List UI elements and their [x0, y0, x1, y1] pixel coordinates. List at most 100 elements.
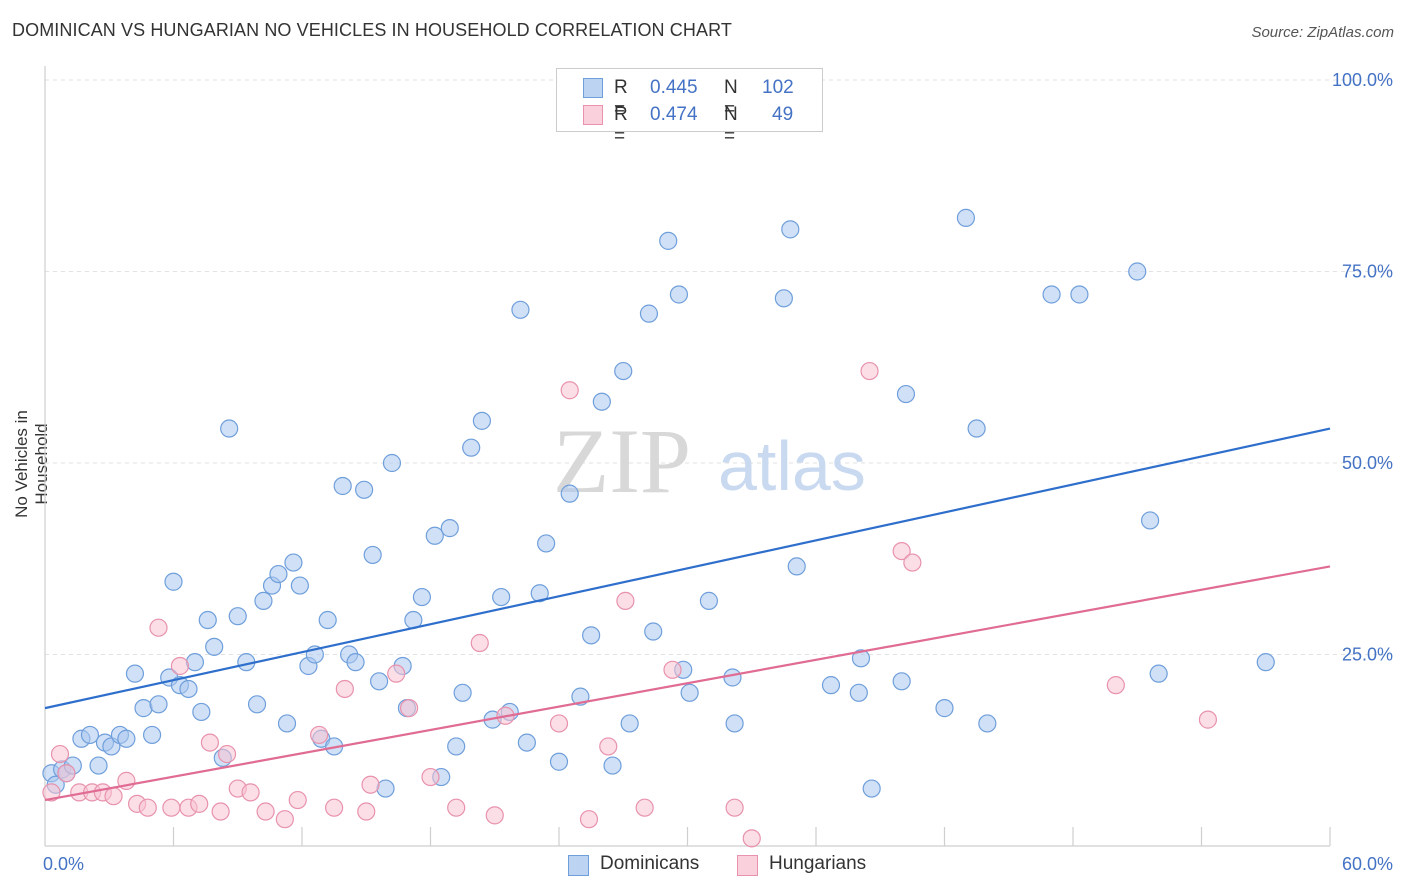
dominican-point [472, 411, 491, 430]
dominican-point [644, 622, 663, 641]
dominican-point [699, 591, 719, 610]
dominican-point [269, 564, 288, 584]
dominican-point [425, 526, 444, 545]
hungarian-point [200, 733, 220, 752]
hungarian-point [217, 744, 237, 764]
dominican-point [560, 484, 579, 503]
dominican-point [376, 779, 395, 798]
dominican-point [370, 672, 389, 691]
hungarian-point [138, 798, 157, 817]
hungarian-point [387, 664, 406, 683]
dominican-point [1149, 664, 1168, 683]
hungarian-point [335, 679, 354, 699]
hungarian-point [42, 783, 61, 802]
dominican-point [725, 714, 744, 733]
n-label: N = [724, 104, 738, 147]
watermark-atlas: atlas [718, 427, 866, 505]
hungarian-point [470, 633, 489, 653]
pink-swatch [583, 105, 603, 125]
dominican-point [440, 519, 459, 538]
dominican-point [592, 392, 611, 411]
dominican-point [978, 714, 997, 733]
dominican-point [412, 587, 432, 607]
dominican-point [787, 557, 806, 576]
dominican-point [1256, 653, 1275, 672]
hungarian-point [725, 798, 744, 817]
dominican-point [447, 737, 466, 756]
legend-label: Dominicans [600, 853, 700, 874]
series-legend: Dominicans Hungarians [0, 850, 1406, 880]
hungarian-point [447, 798, 466, 817]
dominican-point [956, 208, 976, 227]
dominican-point [492, 587, 511, 607]
hungarian-point [357, 802, 376, 821]
hungarian-point [190, 794, 209, 813]
hungarian-point [485, 806, 504, 825]
dominican-point [363, 545, 382, 565]
dominican-point [511, 300, 530, 319]
dominican-point [228, 607, 247, 626]
hungarian-point [50, 744, 70, 764]
dominican-point [80, 725, 100, 745]
dominican-point [821, 676, 841, 695]
gridlines [45, 79, 1392, 655]
hungarian-point [742, 829, 761, 848]
watermark: ZIP atlas [553, 410, 866, 512]
dominican-point [355, 480, 374, 499]
dominican-point [680, 683, 699, 702]
dominican-point [220, 419, 239, 438]
dominican-point [142, 725, 162, 745]
hungarian-point [256, 802, 275, 821]
r-label: R = [614, 77, 628, 120]
r-value: 0.474 [650, 104, 698, 125]
pink-swatch [737, 855, 758, 876]
dominican-point [1128, 262, 1147, 281]
dominican-point [125, 664, 145, 683]
hungarian-point [1198, 710, 1218, 729]
hungarian-point [579, 810, 599, 829]
y-tick-label: 50.0% [1342, 453, 1393, 473]
dominican-point [247, 695, 267, 714]
dominican-point [549, 752, 569, 771]
axes [44, 66, 1331, 847]
hungarian-point [860, 361, 879, 381]
hungarian-point [635, 798, 654, 817]
legend-label: Hungarians [769, 853, 867, 874]
source-label: Source: ZipAtlas.com [1251, 24, 1394, 41]
r-label: R = [614, 104, 628, 147]
dominican-point [517, 733, 536, 752]
tick-labels: 25.0% 50.0% 75.0% 100.0% 0.0% 60.0% [43, 70, 1393, 874]
dominican-point [185, 653, 205, 672]
n-label: N = [724, 77, 738, 120]
dominican-point [192, 702, 211, 722]
hungarian-point [421, 767, 440, 787]
hungarian-point [549, 714, 569, 733]
dominican-point [849, 683, 868, 702]
hungarian-point [211, 802, 230, 821]
n-value: 102 [762, 77, 794, 98]
dominican-point [723, 668, 742, 687]
dominican-point [198, 610, 217, 630]
hungarian-point [241, 783, 260, 802]
n-value: 49 [772, 104, 794, 125]
y-tick-label: 75.0% [1342, 262, 1393, 282]
dominican-point [774, 289, 793, 308]
hungarian-point [275, 810, 294, 829]
hungarian-point [325, 798, 344, 817]
trend-lines [44, 427, 1331, 802]
dominican-point [134, 699, 153, 718]
dominican-point [614, 361, 633, 381]
x-tick-label: 0.0% [43, 854, 84, 874]
hungarian-point [288, 790, 307, 810]
blue-swatch [568, 855, 589, 876]
dominican-point [346, 653, 365, 672]
chart-title: DOMINICAN VS HUNGARIAN NO VEHICLES IN HO… [12, 20, 732, 40]
dominican-trend-line [44, 427, 1331, 710]
dominican-point [537, 534, 556, 553]
dominican-point [149, 695, 168, 714]
dominican-point [117, 729, 136, 748]
hungarian-point [57, 764, 76, 783]
dominican-point [639, 304, 659, 323]
dominican-point [1070, 285, 1089, 304]
